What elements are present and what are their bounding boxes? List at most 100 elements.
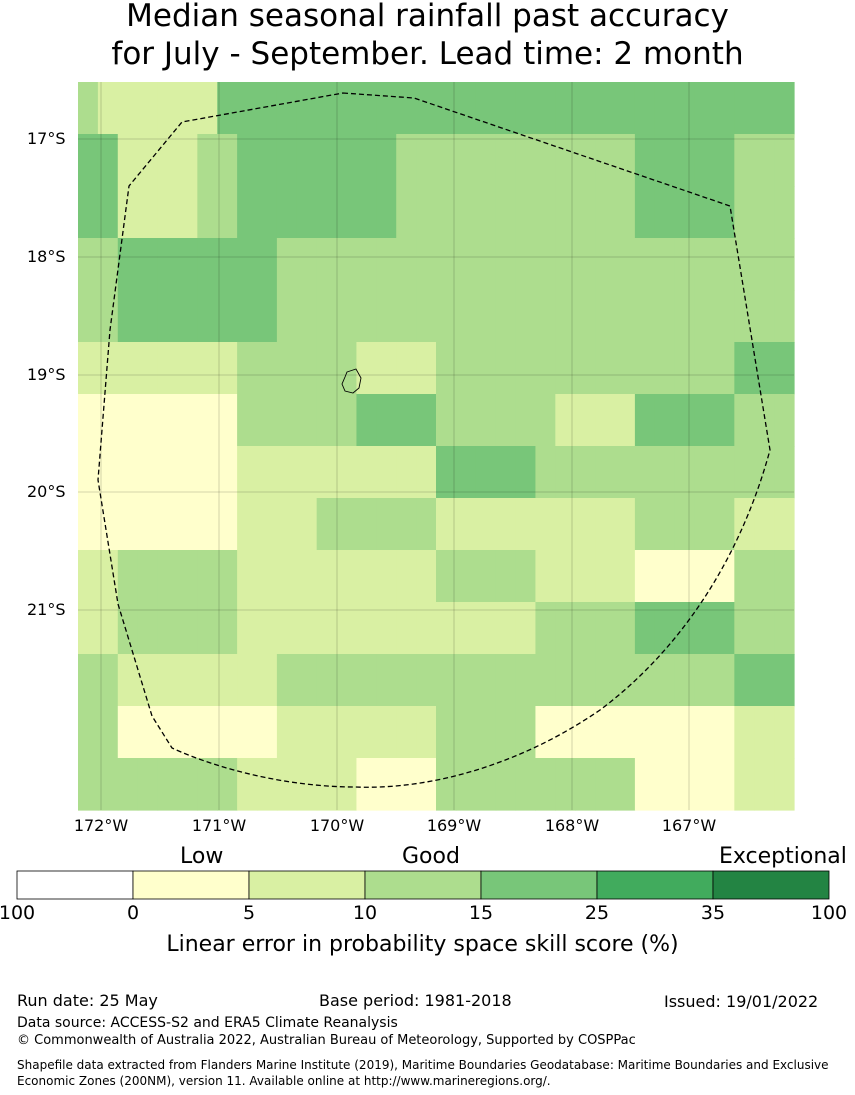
skill-cell (634, 290, 656, 343)
skill-cell (436, 758, 457, 811)
skill-cell (754, 238, 775, 291)
skill-cell (475, 186, 497, 239)
skill-cell (654, 238, 676, 291)
skill-cell (376, 238, 397, 291)
skill-cell (555, 342, 576, 395)
skill-cell (634, 654, 656, 707)
skill-cell (416, 134, 437, 187)
skill-cell (78, 550, 99, 603)
skill-cell (197, 342, 218, 395)
skill-cell (436, 342, 457, 395)
skill-cell (237, 758, 258, 811)
skill-cell (634, 82, 656, 135)
skill-cell (774, 186, 795, 239)
skill-cells (78, 82, 795, 811)
skill-cell (714, 550, 735, 603)
skill-cell (137, 706, 159, 759)
skill-cell (634, 498, 656, 551)
skill-cell (694, 238, 716, 291)
skill-cell (436, 602, 457, 655)
skill-cell (376, 498, 397, 551)
skill-cell (694, 602, 716, 655)
skill-cell (475, 706, 497, 759)
lat-label: 20°S (27, 482, 66, 501)
skill-cell (416, 758, 437, 811)
skill-cell (535, 342, 556, 395)
skill-cell (694, 82, 716, 135)
skill-cell (276, 602, 298, 655)
skill-cell (157, 706, 179, 759)
skill-cell (694, 498, 716, 551)
skill-cell (575, 550, 596, 603)
skill-cell (674, 706, 696, 759)
skill-cell (615, 706, 636, 759)
skill-cell (674, 654, 696, 707)
lat-label: 21°S (27, 600, 66, 619)
skill-cell (714, 602, 735, 655)
skill-cell (336, 654, 358, 707)
skill-cell (714, 342, 735, 395)
skill-cell (177, 654, 198, 707)
skill-cell (117, 290, 139, 343)
skill-cell (157, 550, 179, 603)
skill-cell (774, 134, 795, 187)
skill-cell (197, 186, 218, 239)
skill-cell (117, 758, 139, 811)
colorbar-tick: 5 (242, 902, 256, 924)
skill-cell (754, 654, 775, 707)
skill-cell (615, 186, 636, 239)
graticule (78, 82, 794, 810)
skill-cell (197, 758, 218, 811)
skill-cell (157, 342, 179, 395)
skill-cell (634, 758, 656, 811)
skill-cell (535, 446, 556, 499)
skill-cell (774, 446, 795, 499)
skill-cell (674, 82, 696, 135)
skill-cell (117, 550, 139, 603)
skill-cell (734, 758, 755, 811)
skill-cell (296, 342, 318, 395)
skill-cell (336, 706, 358, 759)
skill-cell (774, 498, 795, 551)
skill-cell (78, 290, 99, 343)
skill-cell (455, 498, 477, 551)
skill-cell (97, 394, 119, 447)
skill-cell (455, 290, 477, 343)
colorbar-segment (248, 870, 366, 900)
skill-cell (774, 394, 795, 447)
skill-cell (276, 446, 298, 499)
skill-cell (416, 186, 437, 239)
skill-cell (276, 550, 298, 603)
skill-cell (595, 550, 616, 603)
skill-cell (674, 134, 696, 187)
shapefile-credit: Shapefile data extracted from Flanders M… (17, 1058, 829, 1088)
skill-cell (634, 238, 656, 291)
skill-cell (316, 654, 338, 707)
skill-cell (396, 498, 417, 551)
skill-cell (296, 134, 318, 187)
skill-cell (515, 654, 537, 707)
skill-cell (595, 654, 616, 707)
skill-cell (654, 342, 676, 395)
skill-cell (416, 498, 437, 551)
skill-cell (416, 654, 437, 707)
skill-cell (197, 82, 218, 135)
skill-cell (336, 134, 358, 187)
skill-cell (356, 186, 377, 239)
skill-cell (595, 342, 616, 395)
skill-cell (714, 134, 735, 187)
skill-cell (257, 238, 278, 291)
skill-cell (197, 550, 218, 603)
skill-cell (615, 550, 636, 603)
skill-cell (555, 238, 576, 291)
skill-cell (296, 758, 318, 811)
skill-cell (754, 82, 775, 135)
skill-cell (595, 238, 616, 291)
skill-cell (197, 290, 218, 343)
skill-cell (535, 82, 556, 135)
base-period: Base period: 1981-2018 (319, 991, 512, 1010)
skill-cell (455, 758, 477, 811)
skill-cell (157, 134, 179, 187)
skill-cell (217, 134, 238, 187)
skill-cell (535, 550, 556, 603)
